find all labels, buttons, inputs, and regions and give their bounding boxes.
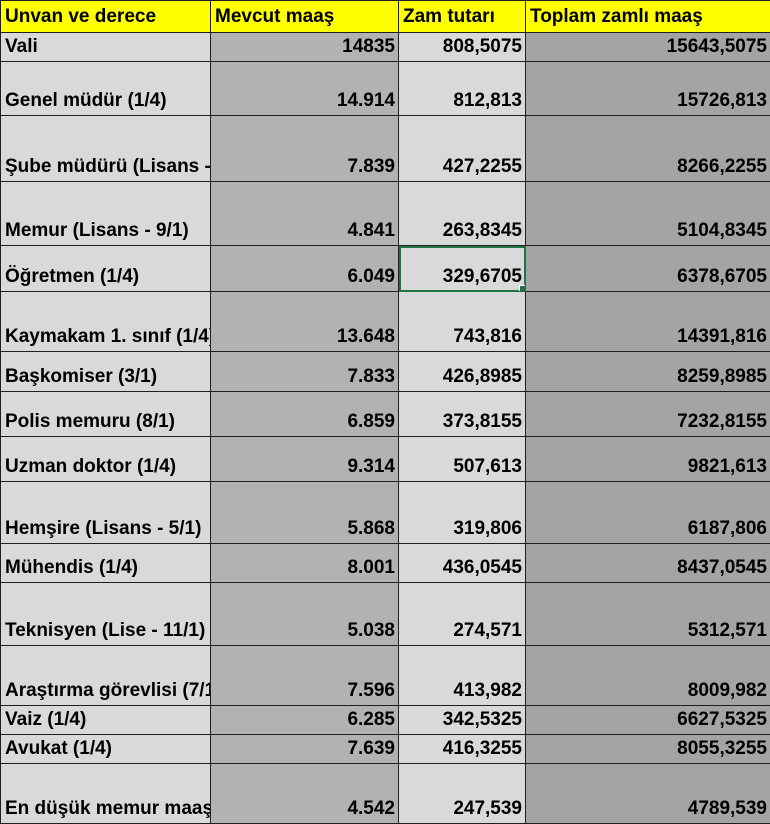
table-row: Avukat (1/4) 7.639 416,3255 8055,3255 — [1, 735, 770, 764]
raise-amount-cell[interactable]: 247,539 — [399, 764, 526, 824]
raise-amount-cell[interactable]: 426,8985 — [399, 352, 526, 392]
header-title[interactable]: Unvan ve derece — [1, 1, 211, 33]
total-salary-cell[interactable]: 5312,571 — [526, 583, 770, 646]
title-cell[interactable]: Şube müdürü (Lisans - 1/4) — [1, 116, 211, 182]
total-salary-cell[interactable]: 7232,8155 — [526, 392, 770, 437]
current-salary-cell[interactable]: 7.596 — [211, 646, 399, 706]
current-salary-cell[interactable]: 9.314 — [211, 437, 399, 482]
title-cell[interactable]: Avukat (1/4) — [1, 735, 211, 764]
current-salary-cell[interactable]: 4.841 — [211, 182, 399, 246]
title-cell[interactable]: Uzman doktor (1/4) — [1, 437, 211, 482]
table-row: Kaymakam 1. sınıf (1/4) 13.648 743,816 1… — [1, 292, 770, 352]
current-salary-cell[interactable]: 5.038 — [211, 583, 399, 646]
current-salary-cell[interactable]: 6.049 — [211, 246, 399, 292]
raise-amount-cell[interactable]: 263,8345 — [399, 182, 526, 246]
title-cell[interactable]: Araştırma görevlisi (7/1) — [1, 646, 211, 706]
total-salary-cell[interactable]: 5104,8345 — [526, 182, 770, 246]
table-row: Mühendis (1/4) 8.001 436,0545 8437,0545 — [1, 544, 770, 583]
current-salary-cell[interactable]: 14835 — [211, 33, 399, 62]
title-cell[interactable]: Genel müdür (1/4) — [1, 62, 211, 116]
total-salary-cell[interactable]: 8055,3255 — [526, 735, 770, 764]
title-cell[interactable]: En düşük memur maaşı — [1, 764, 211, 824]
table-row: Başkomiser (3/1) 7.833 426,8985 8259,898… — [1, 352, 770, 392]
table-row: Vali 14835 808,5075 15643,5075 — [1, 33, 770, 62]
raise-amount-cell[interactable]: 413,982 — [399, 646, 526, 706]
total-salary-cell[interactable]: 8266,2255 — [526, 116, 770, 182]
raise-amount-cell[interactable]: 812,813 — [399, 62, 526, 116]
total-salary-cell[interactable]: 14391,816 — [526, 292, 770, 352]
current-salary-cell[interactable]: 6.859 — [211, 392, 399, 437]
total-salary-cell[interactable]: 6187,806 — [526, 482, 770, 544]
title-cell[interactable]: Vali — [1, 33, 211, 62]
title-cell[interactable]: Öğretmen (1/4) — [1, 246, 211, 292]
raise-amount-cell-selected[interactable]: 329,6705 — [399, 246, 526, 292]
title-cell[interactable]: Hemşire (Lisans - 5/1) — [1, 482, 211, 544]
total-salary-cell[interactable]: 9821,613 — [526, 437, 770, 482]
title-cell[interactable]: Memur (Lisans - 9/1) — [1, 182, 211, 246]
table-row: Genel müdür (1/4) 14.914 812,813 15726,8… — [1, 62, 770, 116]
current-salary-cell[interactable]: 7.839 — [211, 116, 399, 182]
raise-amount-cell[interactable]: 743,816 — [399, 292, 526, 352]
current-salary-cell[interactable]: 8.001 — [211, 544, 399, 583]
table-row: Memur (Lisans - 9/1) 4.841 263,8345 5104… — [1, 182, 770, 246]
current-salary-cell[interactable]: 13.648 — [211, 292, 399, 352]
raise-amount-cell[interactable]: 507,613 — [399, 437, 526, 482]
current-salary-cell[interactable]: 6.285 — [211, 706, 399, 735]
raise-amount-cell[interactable]: 274,571 — [399, 583, 526, 646]
title-cell[interactable]: Teknisyen (Lise - 11/1) — [1, 583, 211, 646]
raise-amount-cell[interactable]: 373,8155 — [399, 392, 526, 437]
title-cell[interactable]: Polis memuru (8/1) — [1, 392, 211, 437]
raise-amount-cell[interactable]: 427,2255 — [399, 116, 526, 182]
table-row: Teknisyen (Lise - 11/1) 5.038 274,571 53… — [1, 583, 770, 646]
current-salary-cell[interactable]: 7.639 — [211, 735, 399, 764]
current-salary-cell[interactable]: 14.914 — [211, 62, 399, 116]
raise-amount-cell[interactable]: 436,0545 — [399, 544, 526, 583]
total-salary-cell[interactable]: 4789,539 — [526, 764, 770, 824]
header-row: Unvan ve derece Mevcut maaş Zam tutarı T… — [1, 1, 770, 33]
table-body: Vali 14835 808,5075 15643,5075 Genel müd… — [1, 33, 770, 824]
total-salary-cell[interactable]: 6378,6705 — [526, 246, 770, 292]
title-cell[interactable]: Başkomiser (3/1) — [1, 352, 211, 392]
table-row: Araştırma görevlisi (7/1) 7.596 413,982 … — [1, 646, 770, 706]
table-row: Öğretmen (1/4) 6.049 329,6705 6378,6705 — [1, 246, 770, 292]
table-row: Vaiz (1/4) 6.285 342,5325 6627,5325 — [1, 706, 770, 735]
raise-amount-cell[interactable]: 416,3255 — [399, 735, 526, 764]
raise-amount-cell[interactable]: 319,806 — [399, 482, 526, 544]
current-salary-cell[interactable]: 4.542 — [211, 764, 399, 824]
header-raise-amount[interactable]: Zam tutarı — [399, 1, 526, 33]
total-salary-cell[interactable]: 8259,8985 — [526, 352, 770, 392]
title-cell[interactable]: Vaiz (1/4) — [1, 706, 211, 735]
table-row: Şube müdürü (Lisans - 1/4) 7.839 427,225… — [1, 116, 770, 182]
table-row: Hemşire (Lisans - 5/1) 5.868 319,806 618… — [1, 482, 770, 544]
header-current-salary[interactable]: Mevcut maaş — [211, 1, 399, 33]
current-salary-cell[interactable]: 7.833 — [211, 352, 399, 392]
table-row: Polis memuru (8/1) 6.859 373,8155 7232,8… — [1, 392, 770, 437]
raise-amount-cell[interactable]: 342,5325 — [399, 706, 526, 735]
selected-cell-value: 329,6705 — [443, 266, 522, 287]
title-cell[interactable]: Kaymakam 1. sınıf (1/4) — [1, 292, 211, 352]
current-salary-cell[interactable]: 5.868 — [211, 482, 399, 544]
total-salary-cell[interactable]: 15726,813 — [526, 62, 770, 116]
table-row: En düşük memur maaşı 4.542 247,539 4789,… — [1, 764, 770, 824]
table-row: Uzman doktor (1/4) 9.314 507,613 9821,61… — [1, 437, 770, 482]
total-salary-cell[interactable]: 15643,5075 — [526, 33, 770, 62]
total-salary-cell[interactable]: 8437,0545 — [526, 544, 770, 583]
header-total-salary[interactable]: Toplam zamlı maaş — [526, 1, 770, 33]
raise-amount-cell[interactable]: 808,5075 — [399, 33, 526, 62]
fill-handle[interactable] — [519, 285, 526, 292]
title-cell[interactable]: Mühendis (1/4) — [1, 544, 211, 583]
total-salary-cell[interactable]: 8009,982 — [526, 646, 770, 706]
total-salary-cell[interactable]: 6627,5325 — [526, 706, 770, 735]
